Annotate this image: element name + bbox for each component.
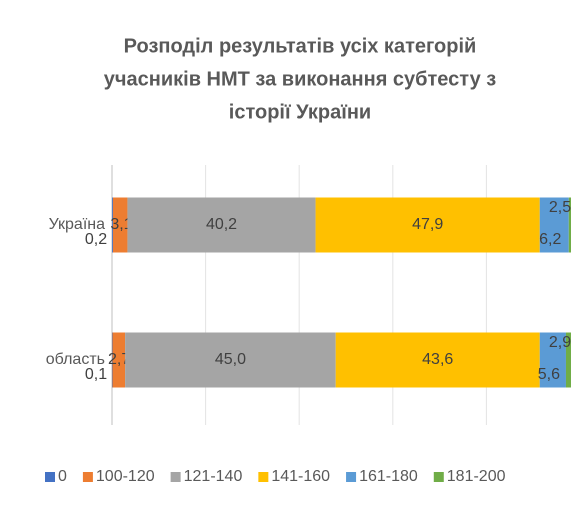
legend-swatch — [170, 472, 181, 482]
bar-segment — [565, 332, 571, 388]
legend-label: 181-200 — [447, 468, 506, 485]
category-label: Україна — [49, 216, 106, 233]
bar-segment — [112, 332, 126, 388]
legend-label: 121-140 — [184, 468, 243, 485]
legend-label: 0 — [58, 468, 67, 485]
data-label: 43,6 — [422, 351, 453, 368]
data-label: 3,1 — [110, 216, 132, 233]
bar-segment — [539, 332, 566, 388]
bar-segment — [127, 197, 316, 253]
chart-title: Розподіл результатів усіх категорій — [124, 35, 477, 57]
data-label: 2,7 — [108, 351, 130, 368]
legend-swatch — [45, 472, 55, 482]
data-label: 40,2 — [206, 216, 237, 233]
chart-title: історії України — [229, 101, 371, 123]
bar-segment — [335, 332, 540, 388]
category-label: область — [46, 351, 105, 368]
data-label: 5,6 — [538, 366, 560, 383]
bar-segment — [125, 332, 336, 388]
data-label: 45,0 — [215, 351, 246, 368]
legend-swatch — [346, 472, 357, 482]
legend-label: 141-160 — [271, 468, 330, 485]
data-label: 47,9 — [412, 216, 443, 233]
chart-title: учасників НМТ за виконання субтесту з — [104, 68, 497, 90]
bar-segment — [568, 197, 571, 253]
bar-segment — [315, 197, 540, 253]
legend-swatch — [433, 472, 444, 482]
data-label: 2,5 — [549, 199, 571, 216]
legend-label: 161-180 — [359, 468, 418, 485]
legend-swatch — [258, 472, 269, 482]
bar-segment — [112, 197, 113, 253]
bar-segment — [112, 197, 128, 253]
data-label: 2,9 — [549, 334, 571, 351]
data-label: 6,2 — [539, 231, 561, 248]
bar-segment — [539, 197, 569, 253]
data-label: 0,2 — [85, 231, 107, 248]
legend-label: 100-120 — [96, 468, 155, 485]
data-label: 0,1 — [85, 366, 107, 383]
legend-swatch — [82, 472, 93, 482]
